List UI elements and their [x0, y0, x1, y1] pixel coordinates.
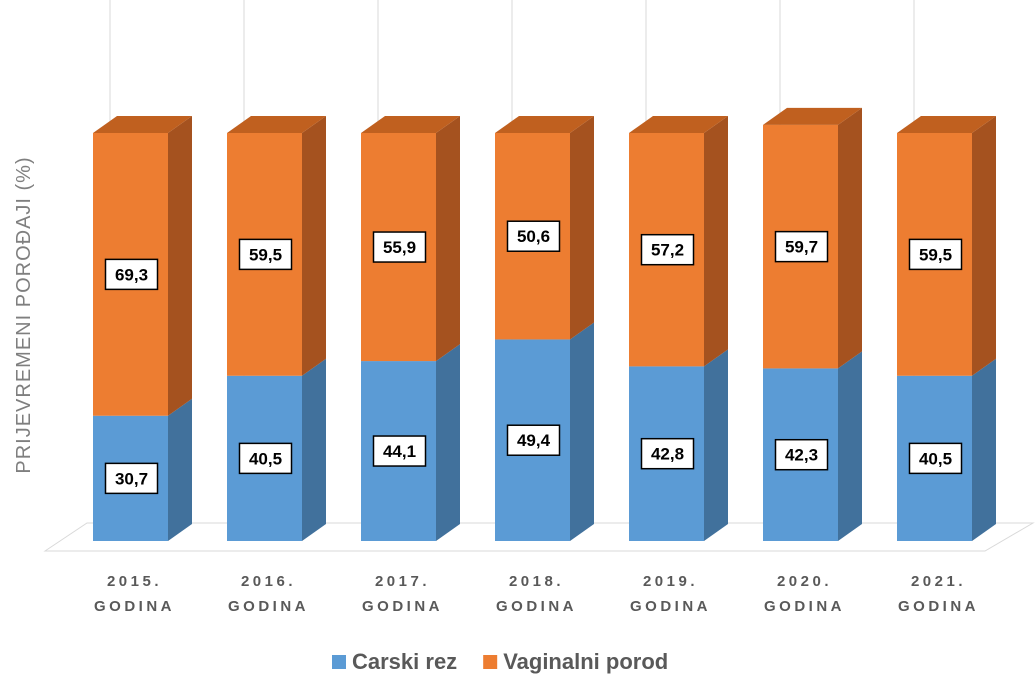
bar-top: [763, 107, 862, 125]
data-label: 59,5: [249, 245, 282, 264]
x-tick-label: GODINA: [764, 598, 845, 615]
x-tick-label: GODINA: [496, 598, 577, 615]
data-label-box: [372, 231, 427, 263]
x-tick-label: 2020.: [777, 573, 832, 590]
bar-side: [302, 358, 326, 541]
bar-side: [436, 116, 460, 362]
data-label: 57,2: [651, 241, 684, 260]
bar-side: [168, 116, 192, 416]
bar-top: [361, 116, 460, 133]
bar-side: [704, 349, 728, 541]
data-label: 40,5: [919, 449, 952, 468]
bar-side: [302, 116, 326, 376]
legend-swatch: [483, 655, 498, 669]
x-tick-label: 2016.: [241, 573, 296, 590]
data-label-box: [238, 238, 293, 271]
bar-side: [838, 107, 862, 369]
data-label: 40,5: [249, 449, 282, 468]
bar-side: [168, 398, 192, 541]
data-label-box: [506, 424, 561, 456]
data-label: 50,6: [517, 227, 550, 246]
bar-side: [570, 116, 594, 340]
data-label-box: [104, 258, 159, 291]
data-label-box: [506, 220, 561, 252]
bar-top: [897, 116, 996, 133]
data-label: 42,3: [785, 446, 818, 465]
bar-top: [629, 116, 728, 133]
legend-swatch: [332, 655, 346, 669]
legend-label: Carski rez: [352, 649, 457, 674]
x-tick-label: GODINA: [362, 598, 443, 615]
data-label-box: [774, 230, 829, 263]
bar-top: [93, 116, 192, 133]
data-label: 44,1: [383, 442, 416, 461]
data-label-box: [372, 435, 427, 467]
legend-label: Vaginalni porod: [503, 649, 668, 674]
data-label: 49,4: [517, 431, 551, 450]
x-tick-label: GODINA: [630, 598, 711, 615]
data-label-box: [238, 442, 293, 475]
bar-top: [495, 116, 594, 133]
x-tick-label: 2015.: [107, 573, 162, 590]
data-label-box: [774, 438, 829, 471]
data-label-box: [640, 437, 695, 470]
data-label-box: [104, 462, 159, 495]
data-label-box: [908, 238, 963, 271]
x-tick-label: GODINA: [898, 598, 979, 615]
data-label-box: [640, 233, 695, 266]
bar-side: [972, 358, 996, 541]
bar-side: [436, 344, 460, 541]
data-label: 42,8: [651, 445, 684, 464]
bar-side: [972, 116, 996, 376]
bar-top: [227, 116, 326, 133]
data-label: 59,7: [785, 238, 818, 257]
bar-side: [570, 322, 594, 541]
y-axis-label: PRIJEVREMENI POROĐAJI (%): [13, 156, 35, 473]
x-tick-label: GODINA: [228, 598, 309, 615]
data-label: 55,9: [383, 238, 416, 257]
x-tick-label: 2021.: [911, 573, 966, 590]
x-tick-label: 2019.: [643, 573, 698, 590]
data-label-box: [908, 442, 963, 475]
data-label: 69,3: [115, 265, 148, 284]
x-axis-ticks: 2015. GODINA 2016. GODINA 2017. GODINA 2018. GO…: [94, 573, 979, 615]
bar-side: [838, 351, 862, 541]
x-tick-label: 2018.: [509, 573, 564, 590]
legend: Carski rez Vaginalni porod: [332, 649, 668, 674]
data-label: 30,7: [115, 469, 148, 488]
bar-side: [704, 116, 728, 367]
data-labels: 30,7 69,3 40,5 59,5 44,1 55,9 49,4 50,6 42,8 57,2…: [104, 220, 963, 495]
bars: [93, 107, 996, 541]
x-tick-label: 2017.: [375, 573, 430, 590]
x-tick-label: GODINA: [94, 598, 175, 615]
data-label: 59,5: [919, 245, 952, 264]
